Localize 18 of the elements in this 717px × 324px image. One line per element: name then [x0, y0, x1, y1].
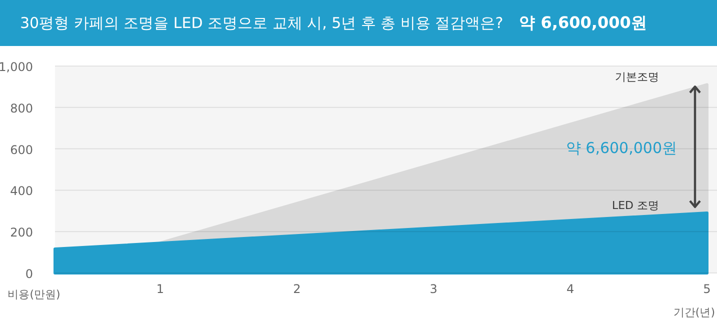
- annotation: 약 6,600,000원: [566, 138, 677, 157]
- series-label: LED 조명: [612, 198, 659, 212]
- y-tick-label: 400: [10, 184, 33, 198]
- y-tick-label: 600: [10, 142, 33, 157]
- y-tick-label: 0: [25, 267, 33, 281]
- x-tick-label: 1: [156, 282, 164, 296]
- y-tick-label: 1,000: [0, 60, 33, 74]
- series-label: 기본조명: [615, 70, 659, 84]
- x-tick-label: 2: [293, 282, 301, 296]
- x-tick-label: 3: [430, 282, 438, 296]
- x-tick-label: 4: [566, 282, 574, 296]
- x-axis-title: 기간(년): [673, 306, 715, 319]
- chart-title: 30평형 카페의 조명을 LED 조명으로 교체 시, 5년 후 총 비용 절감액은?: [20, 14, 504, 32]
- y-tick-label: 800: [10, 101, 33, 116]
- x-tick-label: 5: [703, 282, 711, 296]
- y-axis-title: 비용(만원): [8, 288, 60, 301]
- y-tick-label: 200: [10, 226, 33, 240]
- chart-subtitle: 약 6,600,000원: [519, 13, 647, 32]
